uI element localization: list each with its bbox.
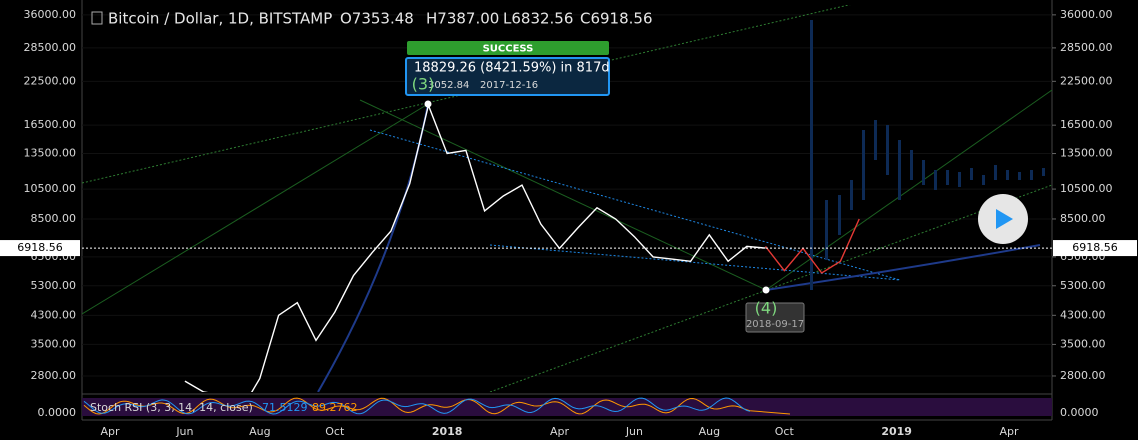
x-tick-label: Aug (249, 425, 270, 438)
y-tick-label: 8500.00 (1060, 212, 1106, 225)
y-tick-label: 22500.00 (24, 74, 77, 87)
drawings (82, 5, 1052, 392)
y-tick-label: 28500.00 (1060, 41, 1113, 54)
y-tick-label: 36000.00 (1060, 8, 1113, 21)
trendline (765, 89, 1052, 291)
x-tick-label: Aug (699, 425, 720, 438)
trendline (489, 244, 901, 281)
x-tick-label: Apr (550, 425, 570, 438)
x-tick-label: Apr (100, 425, 120, 438)
y-tick-label: 13500.00 (24, 147, 77, 160)
y-tick-label: 3500.00 (1060, 337, 1106, 350)
wave-label: (3) (412, 75, 435, 94)
y-tick-label: 16500.00 (1060, 118, 1113, 131)
ohlc-low: L6832.56 (503, 10, 573, 28)
y-tick-label: 22500.00 (1060, 74, 1113, 87)
pivot-point (762, 286, 770, 294)
measure-box (405, 57, 610, 96)
trendline (82, 103, 429, 315)
price-tag (1053, 240, 1137, 257)
status-badge (407, 41, 609, 55)
x-tick-label: 2019 (881, 425, 912, 438)
arc (765, 244, 1041, 291)
x-tick-label: Oct (775, 425, 795, 438)
y-tick-label: 10500.00 (1060, 182, 1113, 195)
indicator-axis-label: 0.0000 (1060, 406, 1099, 419)
y-tick-label: 2800.00 (1060, 369, 1106, 382)
price-line (764, 218, 860, 274)
price-tag-label: 6918.56 (1072, 241, 1118, 254)
x-tick-label: Apr (999, 425, 1019, 438)
indicator-axis-label: 0.0000 (38, 406, 77, 419)
price-tag-label: 6918.56 (17, 241, 63, 254)
x-tick-label: Jun (625, 425, 643, 438)
ohlc-open: O7353.48 (340, 10, 414, 28)
date-box (745, 302, 805, 333)
rsi-line (83, 397, 791, 415)
y-tick-label: 10500.00 (24, 182, 77, 195)
price-tag (0, 240, 80, 257)
ohlc-close: C6918.56 (580, 10, 653, 28)
status: SUCCESS (483, 44, 534, 55)
x-tick-label: Oct (325, 425, 345, 438)
indicator-k: 71.5129 (262, 401, 308, 414)
y-tick-label: 16500.00 (24, 118, 77, 131)
indicator-name: Stoch RSI (3, 3, 14, 14, close) (90, 401, 253, 414)
y-tick-label: 3500.00 (31, 337, 77, 350)
ohlc-high: H7387.00 (426, 10, 499, 28)
y-tick-label: 28500.00 (24, 41, 77, 54)
rsi-line (83, 397, 751, 415)
x-tick-label: Jun (175, 425, 193, 438)
y-tick-label: 5300.00 (1060, 279, 1106, 292)
price-line (184, 102, 766, 392)
symbol: Bitcoin / Dollar, 1D, BITSTAMP (108, 10, 332, 28)
y-tick-label: 13500.00 (1060, 147, 1113, 160)
start-date: 2017-12-16 (480, 80, 538, 91)
play-icon (996, 209, 1013, 229)
start-price: 3052.84 (428, 80, 469, 91)
y-tick-label: 36000.00 (24, 8, 77, 21)
measure: 18829.26 (8421.59%) in 817d (414, 61, 610, 76)
wave-label: (4) (755, 299, 778, 318)
y-tick-label: 8500.00 (31, 212, 77, 225)
y-tick-label: 4300.00 (1060, 308, 1106, 321)
wave4-date: 2018-09-17 (746, 319, 804, 330)
indicator-d: 89.2762 (312, 401, 358, 414)
y-tick-label: 4300.00 (31, 308, 77, 321)
y-tick-label: 5300.00 (31, 279, 77, 292)
collapse-icon[interactable] (91, 11, 103, 25)
x-tick-label: 2018 (432, 425, 463, 438)
projection-bars (810, 20, 1045, 290)
y-tick-label: 2800.00 (31, 369, 77, 382)
trendline (359, 99, 767, 291)
